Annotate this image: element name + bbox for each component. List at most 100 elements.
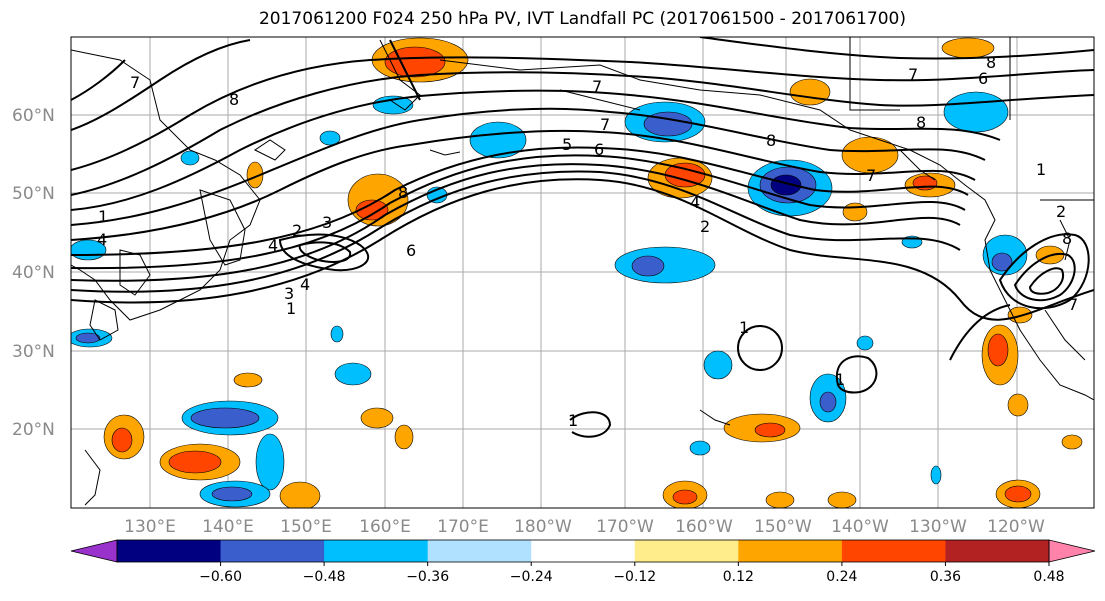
colorbar-tick-label: −0.60 bbox=[199, 569, 242, 585]
lon-label: 130°E bbox=[124, 517, 176, 537]
colorbar-segment bbox=[531, 540, 636, 562]
negative-anomaly bbox=[856, 335, 874, 351]
negative-anomaly bbox=[703, 350, 733, 380]
contour-label: 7 bbox=[1068, 295, 1078, 314]
lon-label: 170°W bbox=[596, 517, 654, 537]
positive-anomaly bbox=[1061, 434, 1083, 450]
map-title: 2017061200 F024 250 hPa PV, IVT Landfall… bbox=[258, 9, 906, 29]
lon-label: 160°E bbox=[359, 517, 411, 537]
colorbar-segment bbox=[427, 540, 532, 562]
negative-anomaly bbox=[180, 150, 200, 166]
negative-anomaly bbox=[190, 407, 260, 429]
lon-label: 180°W bbox=[514, 517, 572, 537]
colorbar-tick-label: 0.48 bbox=[1033, 569, 1064, 585]
lon-label: 140°W bbox=[831, 517, 889, 537]
positive-anomaly bbox=[1004, 485, 1032, 503]
negative-anomaly bbox=[255, 433, 285, 491]
contour-label: 8 bbox=[766, 131, 776, 150]
negative-anomaly bbox=[819, 391, 837, 413]
positive-anomaly bbox=[842, 202, 868, 222]
lon-label: 140°E bbox=[202, 517, 254, 537]
contour-label: 7 bbox=[866, 166, 876, 185]
pv-contours bbox=[71, 37, 1094, 438]
contour-label: 1 bbox=[286, 299, 296, 318]
positive-anomaly bbox=[789, 78, 831, 106]
contour-label: 6 bbox=[594, 140, 604, 159]
negative-anomaly bbox=[334, 362, 372, 386]
contour-label-group: 1 4 3 4 1 8 7 3 2 4 8 6 5 6 7 7 4 2 8 7 … bbox=[97, 53, 1078, 430]
contour-label: 1 bbox=[1036, 160, 1046, 179]
positive-anomaly bbox=[394, 424, 414, 450]
pv-anomaly-fills bbox=[71, 37, 1083, 508]
colorbar-tick-label: −0.36 bbox=[406, 569, 449, 585]
contour-label: 3 bbox=[322, 213, 332, 232]
lon-label: 130°W bbox=[909, 517, 967, 537]
lat-label: 50°N bbox=[12, 184, 55, 204]
colorbar-min-arrow bbox=[70, 539, 118, 563]
lat-label: 40°N bbox=[12, 263, 55, 283]
colorbar-tick-label: −0.12 bbox=[613, 569, 656, 585]
positive-anomaly bbox=[1007, 393, 1029, 417]
positive-anomaly bbox=[279, 481, 321, 508]
lon-label: 160°W bbox=[675, 517, 733, 537]
contour-label: 7 bbox=[600, 115, 610, 134]
negative-anomaly bbox=[991, 252, 1013, 272]
lon-label: 150°W bbox=[754, 517, 812, 537]
colorbar-segment bbox=[738, 540, 843, 562]
contour-label: 4 bbox=[300, 275, 310, 294]
lon-label: 150°E bbox=[280, 517, 332, 537]
contour-label: 7 bbox=[592, 77, 602, 96]
colorbar-segment bbox=[220, 540, 325, 562]
positive-anomaly bbox=[111, 427, 133, 453]
lat-label: 60°N bbox=[12, 106, 55, 126]
negative-anomaly bbox=[75, 332, 101, 344]
colorbar-tick-label: 0.24 bbox=[826, 569, 857, 585]
colorbar-max-arrow bbox=[1048, 539, 1096, 563]
lon-label: 120°W bbox=[987, 517, 1045, 537]
positive-anomaly bbox=[360, 407, 394, 429]
contour-label: 3 bbox=[284, 284, 294, 303]
colorbar-tick-label: 0.12 bbox=[723, 569, 754, 585]
negative-anomaly bbox=[930, 465, 942, 485]
colorbar-tick-label: −0.48 bbox=[303, 569, 346, 585]
colorbar-segment bbox=[634, 540, 739, 562]
contour-label: 8 bbox=[1062, 229, 1072, 248]
contour-label: 6 bbox=[406, 241, 416, 260]
negative-anomaly bbox=[211, 486, 253, 502]
negative-anomaly bbox=[770, 174, 802, 196]
positive-anomaly bbox=[765, 491, 795, 508]
negative-anomaly bbox=[614, 246, 716, 284]
negative-anomaly bbox=[631, 255, 665, 277]
map-frame bbox=[70, 36, 1095, 509]
lat-label: 30°N bbox=[12, 342, 55, 362]
contour-label: 8 bbox=[398, 183, 408, 202]
colorbar-outline bbox=[116, 539, 1050, 563]
contour-label: 7 bbox=[130, 73, 140, 92]
colorbar-tick-label: −0.24 bbox=[510, 569, 553, 585]
negative-anomaly bbox=[943, 91, 1009, 133]
colorbar-segment bbox=[945, 540, 1050, 562]
contour-label: 8 bbox=[229, 90, 239, 109]
longitude-labels: 130°E 140°E 150°E 160°E 170°E 180°W 170°… bbox=[124, 517, 1045, 537]
contour-label: 2 bbox=[700, 217, 710, 236]
contour-label: 2 bbox=[292, 221, 302, 240]
negative-anomaly bbox=[330, 325, 344, 343]
latitude-labels: 60°N 50°N 40°N 30°N 20°N bbox=[12, 106, 55, 440]
colorbar: −0.60 −0.48 −0.36 −0.24 −0.12 0.12 0.24 0.36 0.4… bbox=[70, 539, 1096, 585]
contour-label: 4 bbox=[97, 230, 107, 249]
positive-anomaly bbox=[355, 199, 389, 221]
negative-anomaly bbox=[319, 130, 341, 146]
contour-label: 8 bbox=[986, 53, 996, 72]
colorbar-segment bbox=[841, 540, 946, 562]
contour-label: 2 bbox=[1056, 202, 1066, 221]
contour-label: 1 bbox=[98, 207, 108, 226]
contour-label: 6 bbox=[978, 69, 988, 88]
positive-anomaly bbox=[168, 450, 222, 474]
colorbar-tick-label: 0.36 bbox=[930, 569, 961, 585]
contour-label: 1 bbox=[739, 318, 749, 337]
lon-label: 170°E bbox=[437, 517, 489, 537]
colorbar-segment bbox=[324, 540, 429, 562]
contour-label: 1 bbox=[835, 370, 845, 389]
positive-anomaly bbox=[827, 491, 857, 508]
negative-anomaly bbox=[469, 121, 527, 159]
